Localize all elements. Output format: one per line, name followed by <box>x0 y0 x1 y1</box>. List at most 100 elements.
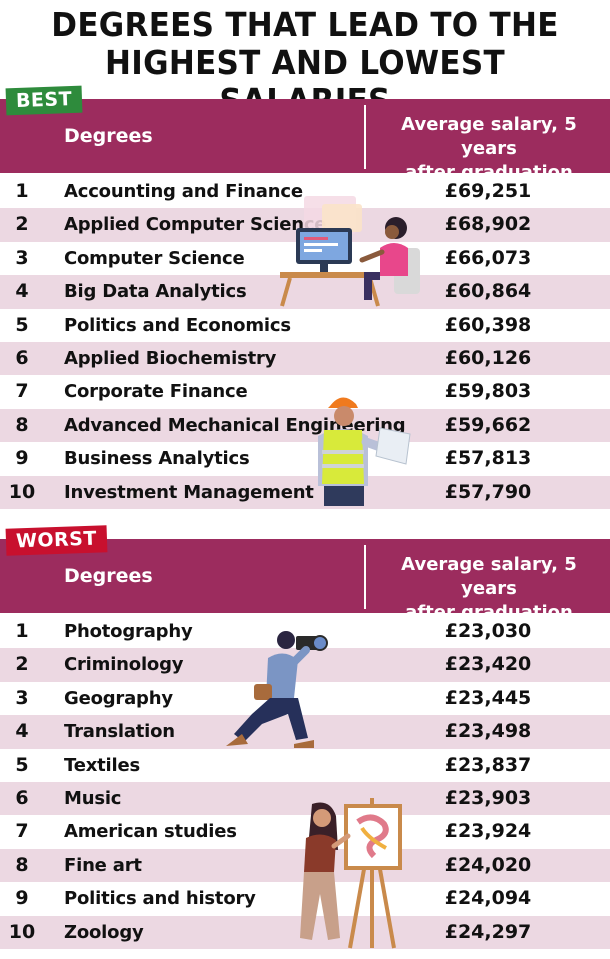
table-row: 5 Textiles £23,837 <box>0 749 610 782</box>
desk-icon <box>280 272 380 278</box>
best-rows: 1 Accounting and Finance £69,251 2 Applied C… <box>0 175 610 509</box>
salary-cell: £24,020 <box>444 853 532 876</box>
degree-cell: Investment Management <box>64 481 314 503</box>
rank-cell: 3 <box>15 686 29 709</box>
degree-cell: Zoology <box>64 921 144 943</box>
rank-cell: 6 <box>15 346 29 369</box>
salary-cell: £57,813 <box>444 447 532 470</box>
degree-cell: Politics and Economics <box>64 314 291 336</box>
salary-cell: £69,251 <box>444 180 532 202</box>
header-degrees: Degrees <box>64 565 153 587</box>
best-header: Degrees Average salary, 5 years after gr… <box>0 99 610 183</box>
table-row: 1 Photography £23,030 <box>0 615 610 648</box>
degree-cell: Politics and history <box>64 888 256 910</box>
degree-cell: Big Data Analytics <box>64 281 247 303</box>
page-title: DEGREES THAT LEAD TO THE HIGHEST AND LOW… <box>18 6 591 120</box>
blueprint-icon <box>375 427 411 465</box>
salary-cell: £23,903 <box>444 786 532 809</box>
header-salary-line-2: after graduation <box>405 162 573 183</box>
best-tag: BEST <box>5 85 83 116</box>
rank-cell: 3 <box>15 246 29 269</box>
degree-cell: American studies <box>64 821 237 843</box>
salary-cell: £68,902 <box>444 213 532 236</box>
degree-cell: Accounting and Finance <box>64 181 303 202</box>
salary-cell: £23,924 <box>444 820 532 843</box>
degree-cell: Corporate Finance <box>64 381 248 403</box>
table-row: 7 American studies £23,924 <box>0 815 610 848</box>
rank-cell: 4 <box>15 720 29 743</box>
degree-cell: Textiles <box>64 754 140 776</box>
safety-vest <box>322 430 364 484</box>
table-row: 6 Music £23,903 <box>0 781 610 816</box>
header-salary-line-2: after graduation <box>405 602 573 623</box>
salary-cell: £23,837 <box>444 753 532 776</box>
degree-cell: Applied Computer Science <box>64 214 327 236</box>
title-line-1: DEGREES THAT LEAD TO THE <box>51 5 559 44</box>
table-row: 1 Accounting and Finance £69,251 <box>0 175 610 208</box>
salary-cell: £23,030 <box>444 620 532 642</box>
salary-cell: £66,073 <box>444 246 532 269</box>
table-row: 3 Computer Science £66,073 <box>0 242 610 275</box>
salary-cell: £59,662 <box>444 413 532 436</box>
woman-body <box>380 243 408 276</box>
table-row: 10 Investment Management £57,790 <box>0 475 610 509</box>
engineer-illustration <box>318 397 411 506</box>
salary-cell: £23,498 <box>444 720 532 743</box>
rank-cell: 1 <box>15 180 29 202</box>
bag-icon <box>254 684 272 700</box>
header-divider <box>364 545 366 609</box>
table-row: 8 Advanced Mechanical Engineering £59,662 <box>0 408 610 443</box>
salary-cell: £57,790 <box>444 480 532 503</box>
header-salary-line-1: Average salary, 5 years <box>401 114 577 159</box>
degree-cell: Photography <box>64 621 193 642</box>
degree-cell: Advanced Mechanical Engineering <box>64 414 406 436</box>
salary-cell: £59,803 <box>444 380 532 403</box>
rank-cell: 2 <box>15 213 29 236</box>
header-divider <box>364 105 366 169</box>
degree-cell: Business Analytics <box>64 448 250 470</box>
table-row: 5 Politics and Economics £60,398 <box>0 309 610 342</box>
degree-cell: Translation <box>64 721 175 743</box>
rank-cell: 9 <box>15 887 29 910</box>
rank-cell: 6 <box>15 786 29 809</box>
rank-cell: 10 <box>8 920 36 943</box>
painter-top <box>304 834 336 872</box>
salary-cell: £24,094 <box>444 887 532 910</box>
degree-cell: Fine art <box>64 854 142 876</box>
table-row: 9 Politics and history £24,094 <box>0 882 610 915</box>
salary-cell: £60,864 <box>444 280 532 303</box>
rank-cell: 8 <box>15 853 29 876</box>
degree-cell: Computer Science <box>64 247 245 269</box>
header-salary: Average salary, 5 years after graduation <box>372 113 606 185</box>
degree-cell: Music <box>64 787 122 809</box>
floating-window-icon <box>322 204 362 232</box>
worst-tag: WORST <box>5 525 108 556</box>
salary-cell: £60,398 <box>444 313 532 336</box>
rank-cell: 4 <box>15 280 29 303</box>
rank-cell: 2 <box>15 653 29 676</box>
canvas-icon <box>344 804 402 870</box>
camera-icon <box>296 636 318 650</box>
degree-cell: Applied Biochemistry <box>64 347 277 369</box>
salary-cell: £60,126 <box>444 346 532 369</box>
table-row: 7 Corporate Finance £59,803 <box>0 375 610 408</box>
table-row: 3 Geography £23,445 <box>0 682 610 715</box>
header-salary-line-1: Average salary, 5 years <box>401 554 577 599</box>
rank-cell: 10 <box>8 480 36 503</box>
degree-cell: Geography <box>64 687 173 709</box>
table-row: 4 Big Data Analytics £60,864 <box>0 275 610 309</box>
table-row: 9 Business Analytics £57,813 <box>0 442 610 475</box>
rank-cell: 5 <box>15 313 29 336</box>
painter-illustration <box>300 798 402 949</box>
rank-cell: 1 <box>15 620 29 642</box>
rank-cell: 9 <box>15 447 29 470</box>
hard-hat-icon <box>328 397 358 408</box>
header-degrees: Degrees <box>64 125 153 147</box>
table-row: 2 Applied Computer Science £68,902 <box>0 208 610 242</box>
salary-cell: £24,297 <box>444 920 532 943</box>
table-row: 6 Applied Biochemistry £60,126 <box>0 341 610 376</box>
rank-cell: 8 <box>15 413 29 436</box>
rank-cell: 5 <box>15 753 29 776</box>
header-salary: Average salary, 5 years after graduation <box>372 553 606 625</box>
rank-cell: 7 <box>15 820 29 843</box>
